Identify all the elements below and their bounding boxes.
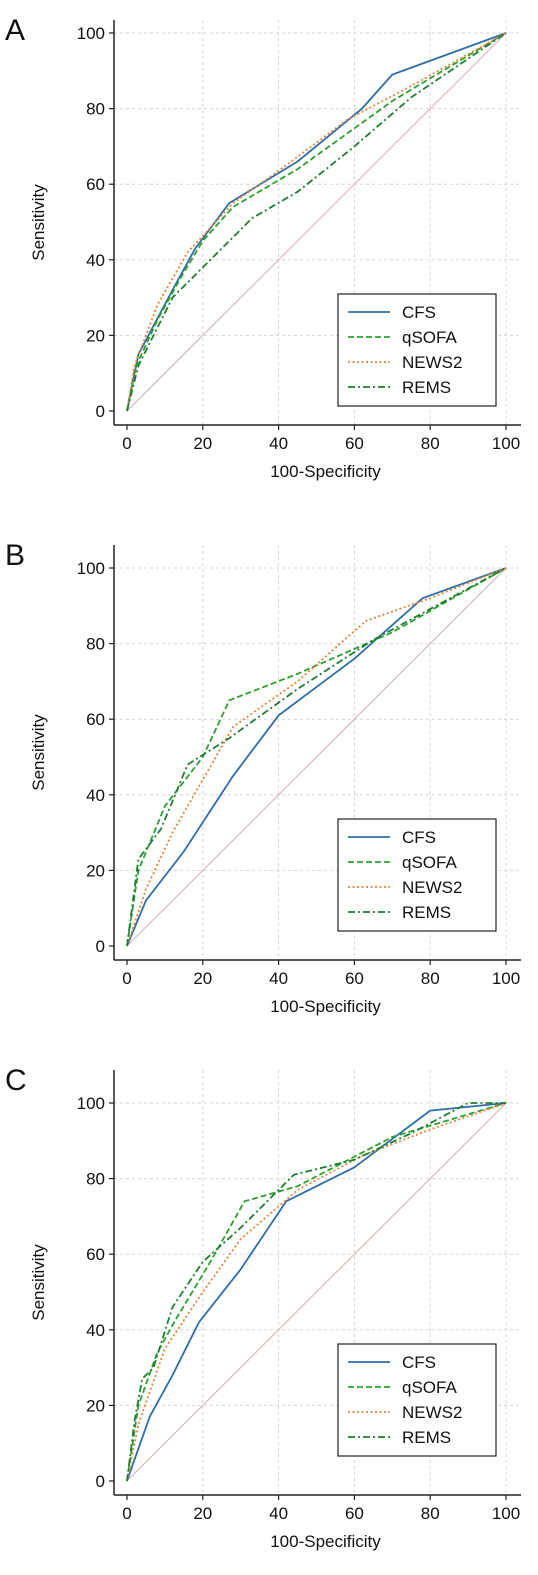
y-tick-label: 80: [86, 635, 105, 654]
series-line-qsofa: [126, 1102, 507, 1482]
y-axis-label: Sensitivity: [29, 714, 48, 791]
y-tick-label: 20: [86, 861, 105, 880]
reference-line: [126, 1102, 507, 1482]
legend-label: qSOFA: [402, 853, 457, 872]
legend-label: qSOFA: [402, 328, 457, 347]
series-line-rems: [126, 567, 507, 947]
y-tick-label: 80: [86, 1170, 105, 1189]
y-tick-label: 80: [86, 100, 105, 119]
x-tick-label: 20: [193, 1504, 212, 1523]
y-tick-label: 100: [77, 24, 105, 43]
chart-panel-c: C 00 20 20 40 40 60 60 80 80 100 100 100-Specificity…: [5, 1064, 521, 1551]
x-tick-label: 0: [122, 434, 131, 453]
x-tick-label: 80: [421, 1504, 440, 1523]
y-axis-label: Sensitivity: [29, 1244, 48, 1321]
x-tick-label: 0: [122, 969, 131, 988]
x-tick-label: 0: [122, 1504, 131, 1523]
x-tick-label: 40: [269, 969, 288, 988]
y-tick-label: 40: [86, 786, 105, 805]
x-tick-label: 80: [421, 434, 440, 453]
y-tick-label: 20: [86, 1396, 105, 1415]
y-tick-label: 20: [86, 326, 105, 345]
y-tick-label: 60: [86, 1245, 105, 1264]
series-line-cfs: [126, 32, 507, 412]
series-line-qsofa: [126, 567, 507, 947]
legend-label: qSOFA: [402, 1378, 457, 1397]
y-tick-label: 100: [77, 1094, 105, 1113]
legend-label: NEWS2: [402, 878, 462, 897]
x-tick-label: 60: [345, 434, 364, 453]
x-tick-label: 40: [269, 434, 288, 453]
legend-label: CFS: [402, 1353, 436, 1372]
y-tick-label: 0: [96, 402, 105, 421]
legend-label: NEWS2: [402, 1403, 462, 1422]
x-tick-label: 80: [421, 969, 440, 988]
x-axis-label: 100-Specificity: [270, 462, 381, 481]
x-tick-label: 40: [269, 1504, 288, 1523]
x-tick-label: 20: [193, 434, 212, 453]
x-tick-label: 100: [492, 434, 520, 453]
x-tick-label: 100: [492, 969, 520, 988]
y-tick-label: 60: [86, 710, 105, 729]
series-line-rems: [126, 1102, 506, 1482]
panel-label: A: [5, 14, 25, 47]
legend-label: CFS: [402, 828, 436, 847]
series-line-news2: [126, 1102, 507, 1482]
reference-line: [126, 567, 507, 947]
y-tick-label: 40: [86, 1321, 105, 1340]
y-tick-label: 60: [86, 175, 105, 194]
legend-label: CFS: [402, 303, 436, 322]
y-tick-label: 0: [96, 937, 105, 956]
x-axis-label: 100-Specificity: [270, 1532, 381, 1551]
legend-label: NEWS2: [402, 353, 462, 372]
legend-label: REMS: [402, 903, 451, 922]
legend-label: REMS: [402, 378, 451, 397]
y-axis-label: Sensitivity: [29, 184, 48, 261]
x-tick-label: 100: [492, 1504, 520, 1523]
legend-label: REMS: [402, 1428, 451, 1447]
series-line-news2: [126, 567, 507, 947]
series-line-cfs: [126, 1102, 507, 1482]
series-line-news2: [126, 32, 507, 412]
y-tick-label: 40: [86, 251, 105, 270]
panel-label: C: [5, 1064, 27, 1097]
x-tick-label: 60: [345, 1504, 364, 1523]
y-tick-label: 100: [77, 559, 105, 578]
y-tick-label: 0: [96, 1472, 105, 1491]
reference-line: [126, 32, 507, 412]
x-tick-label: 60: [345, 969, 364, 988]
chart-panel-b: B 00 20 20 40 40 60 60 80 80 100 100 100-Specificity…: [5, 539, 521, 1016]
panel-label: B: [5, 539, 25, 572]
series-line-rems: [126, 32, 507, 412]
chart-panel-a: A 00 20 20 40 40 60 60 80 80 100 100 100-Specificity…: [5, 14, 521, 481]
series-line-cfs: [126, 567, 507, 947]
x-tick-label: 20: [193, 969, 212, 988]
x-axis-label: 100-Specificity: [270, 997, 381, 1016]
